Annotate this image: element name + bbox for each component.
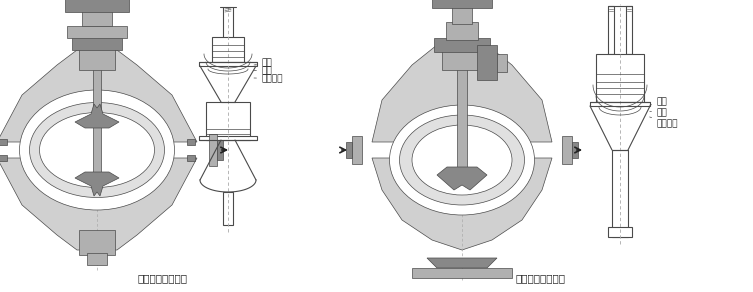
Bar	[199, 136, 257, 140]
Bar	[223, 192, 233, 225]
Bar	[446, 22, 478, 40]
Polygon shape	[0, 158, 197, 250]
Bar	[72, 35, 122, 50]
Bar	[206, 102, 250, 140]
Bar	[67, 26, 127, 38]
Bar	[0, 139, 7, 145]
Bar	[596, 54, 644, 102]
Bar	[477, 45, 497, 80]
Bar	[590, 102, 650, 106]
Bar	[79, 45, 115, 70]
Bar	[0, 155, 7, 161]
Text: 等百分比: 等百分比	[650, 117, 678, 128]
Bar	[432, 0, 492, 8]
Bar	[608, 227, 632, 237]
Text: 线性: 线性	[650, 108, 668, 117]
Polygon shape	[346, 142, 352, 158]
Polygon shape	[0, 50, 197, 142]
Polygon shape	[372, 45, 552, 142]
Bar	[612, 150, 628, 237]
Bar	[187, 139, 195, 145]
Text: 快开: 快开	[254, 58, 273, 67]
Polygon shape	[562, 136, 572, 164]
Bar	[442, 48, 482, 70]
Bar	[497, 54, 507, 72]
Bar	[79, 230, 115, 255]
Text: 快开: 快开	[650, 97, 668, 106]
Ellipse shape	[400, 115, 525, 205]
Bar	[608, 6, 614, 54]
Polygon shape	[372, 158, 552, 250]
Polygon shape	[75, 104, 119, 128]
Bar	[87, 253, 107, 265]
Ellipse shape	[412, 125, 512, 195]
Bar	[187, 155, 195, 161]
Polygon shape	[412, 268, 512, 278]
Bar	[452, 4, 472, 24]
Bar	[199, 62, 257, 66]
Polygon shape	[572, 142, 578, 158]
Bar	[93, 44, 101, 184]
Text: 双座调节阀结构图: 双座调节阀结构图	[138, 273, 187, 283]
Polygon shape	[352, 136, 362, 164]
Bar	[457, 0, 467, 167]
Bar	[626, 6, 632, 54]
Ellipse shape	[389, 105, 535, 215]
Text: 等百分比: 等百分比	[254, 74, 283, 83]
Polygon shape	[217, 140, 223, 160]
Bar	[82, 6, 112, 26]
Polygon shape	[75, 172, 119, 196]
Polygon shape	[427, 258, 497, 268]
Bar	[65, 0, 129, 12]
Text: 线性: 线性	[254, 66, 273, 75]
Polygon shape	[437, 167, 487, 190]
Polygon shape	[209, 134, 217, 166]
Ellipse shape	[20, 90, 175, 210]
Text: 单座调节阀结构图: 单座调节阀结构图	[516, 273, 566, 283]
Bar	[212, 37, 244, 62]
Ellipse shape	[39, 112, 154, 187]
Bar	[434, 38, 490, 52]
Ellipse shape	[29, 102, 164, 197]
